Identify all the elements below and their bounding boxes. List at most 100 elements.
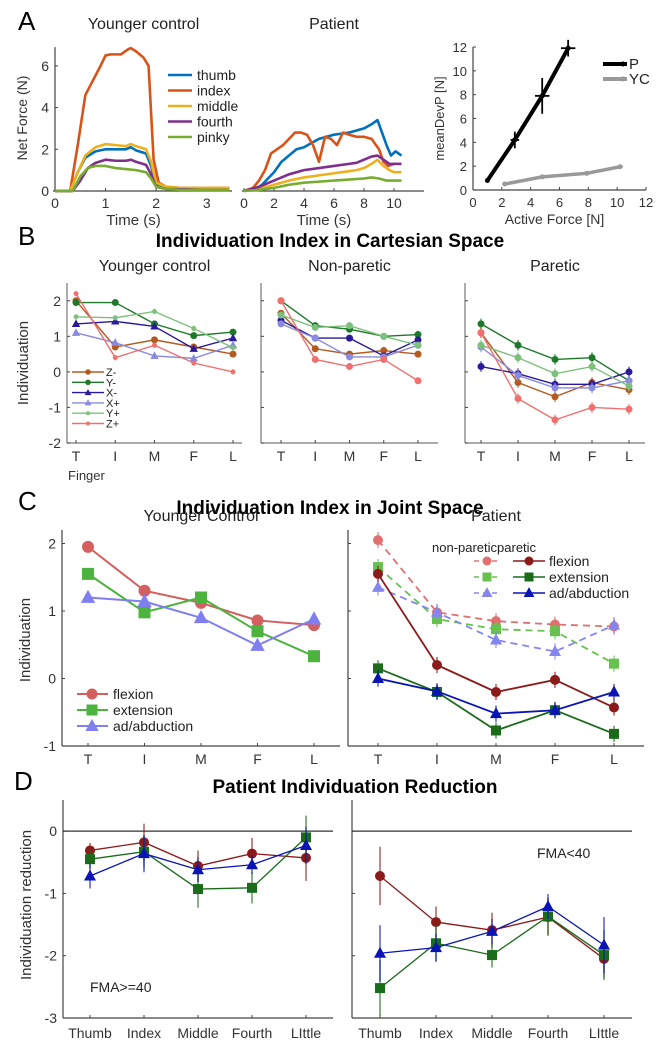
x-tick-label: F (189, 448, 198, 464)
data-point (549, 703, 561, 715)
data-point (311, 345, 319, 353)
y-tick-label: 2 (41, 141, 49, 157)
y-tick-label: 0 (41, 183, 49, 199)
data-point (477, 341, 485, 349)
series-line-pinky (55, 164, 230, 193)
x-tick-label: 4 (527, 195, 534, 210)
x-tick-label: M (195, 751, 207, 767)
data-point (71, 328, 81, 336)
x-tick-label: 6 (330, 195, 338, 211)
data-point (150, 351, 159, 360)
y-tick-label: 12 (453, 40, 467, 55)
legend-marker-P (620, 61, 626, 67)
data-point (414, 336, 422, 344)
data-point (617, 164, 623, 170)
data-point (251, 625, 264, 638)
data-point (432, 660, 442, 670)
data-point (230, 369, 236, 375)
data-point (414, 377, 422, 385)
data-point (82, 567, 94, 580)
x-tick-label: 8 (360, 195, 368, 211)
suptitle-c: Individuation Index in Joint Space (176, 498, 483, 519)
x-tick-label: 2 (498, 195, 505, 210)
legend-marker-Y- (85, 379, 91, 386)
y-axis-label: Net Force (N) (14, 76, 30, 161)
y-tick-label: 2 (48, 536, 56, 552)
legend-b: Z-Y-X-X+Y+Z+ (72, 367, 120, 431)
x-tick-label: T (477, 448, 486, 464)
series-line-P (485, 47, 570, 182)
data-point (73, 314, 79, 320)
x-tick-label: Thumb (358, 1025, 402, 1041)
x-tick-label: 1 (102, 195, 110, 211)
data-point (111, 316, 120, 325)
data-point (484, 177, 490, 183)
x-tick-label: I (435, 751, 439, 767)
legend-marker-Z+ (86, 421, 90, 426)
data-point (550, 626, 560, 637)
data-point (588, 403, 596, 411)
series-line-thumb (55, 145, 230, 193)
x-tick-label: 2 (152, 195, 160, 211)
x-tick-label: M (490, 751, 502, 767)
data-point (514, 395, 522, 403)
y-tick-label: -3 (45, 1010, 58, 1026)
annotation: FMA>=40 (90, 979, 152, 995)
data-point (193, 609, 209, 624)
data-point (277, 297, 285, 305)
series-line-thumb (243, 118, 403, 193)
x-tick-label: 2 (270, 195, 278, 211)
series-line-YC (504, 165, 621, 186)
data-point (112, 355, 118, 361)
x-tick-label: 10 (610, 195, 624, 210)
data-point (609, 702, 619, 713)
data-point (189, 353, 198, 362)
data-point (372, 672, 384, 683)
chart-title: Younger control (99, 258, 211, 275)
data-point (190, 332, 198, 340)
x-tick-label: F (253, 751, 262, 767)
chart-b3: T I M F L Paretic (464, 258, 645, 464)
x-tick-label: 10 (386, 195, 402, 211)
x-tick-label: 0 (240, 195, 248, 211)
panel-label-c: C (18, 486, 37, 516)
x-tick-label: 6 (556, 195, 563, 210)
data-point (551, 393, 559, 401)
legend-label-fourth: fourth (197, 114, 233, 130)
legend-label-ad/abduction: ad/abduction (113, 718, 193, 734)
y-tick-label: 2 (53, 293, 61, 309)
data-point (306, 611, 322, 625)
data-point (111, 338, 120, 346)
legend-marker-nonparetic (481, 587, 493, 598)
panel-label-b: B (18, 221, 35, 251)
data-point (311, 334, 319, 342)
series-line-z- (280, 312, 419, 355)
y-axis-label: Individuation reduction (18, 830, 35, 980)
data-point (346, 353, 353, 361)
data-point (373, 535, 383, 546)
data-point (608, 618, 620, 630)
data-point (246, 858, 258, 870)
chart-a1: 0 2 4 6 Net Force (N) 0 1 2 3 Time (s) Younger con… (14, 16, 232, 229)
x-tick-label: Thumb (68, 1025, 112, 1041)
data-point (346, 322, 353, 330)
y-tick-label: -2 (45, 948, 58, 964)
data-point (490, 707, 502, 719)
data-point (228, 333, 238, 342)
x-axis-label: Time (s) (106, 212, 160, 229)
data-point (431, 917, 441, 928)
data-point (490, 633, 502, 645)
data-point (414, 350, 422, 358)
y-axis-label: Individuation (17, 598, 34, 682)
legend-marker-nonparetic (482, 556, 492, 566)
legend-label-flexion: flexion (549, 553, 589, 569)
legend-label-extension: extension (113, 702, 173, 718)
series-line-y- (76, 301, 234, 337)
data-point (373, 663, 383, 674)
legend-marker-YC (620, 76, 626, 82)
data-point (588, 354, 596, 362)
data-point (247, 848, 257, 859)
